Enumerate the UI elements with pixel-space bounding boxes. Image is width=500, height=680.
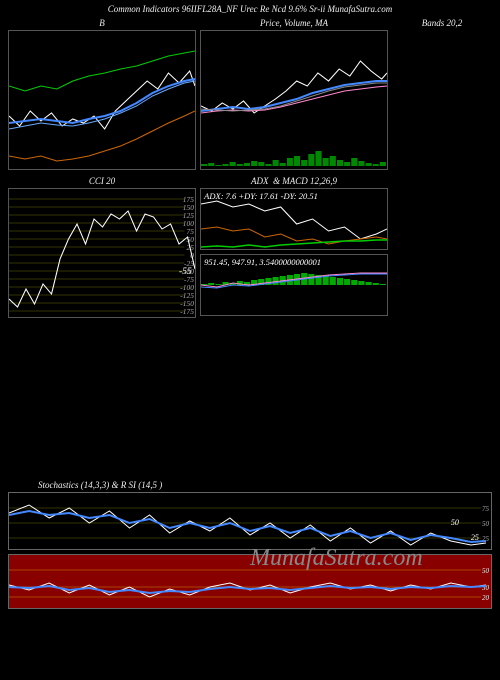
svg-text:50: 50 — [482, 520, 490, 528]
chart-price-title: Price, Volume, MA — [200, 16, 388, 30]
svg-text:-100: -100 — [180, 284, 194, 292]
svg-text:-175: -175 — [180, 308, 194, 316]
svg-text:ADX: 7.6 +DY: 17.61 -DY: 20.5: ADX: 7.6 +DY: 17.61 -DY: 20.51 — [203, 192, 318, 201]
svg-text:951.45, 947.91, 3.540000000000: 951.45, 947.91, 3.5400000000001 — [204, 258, 321, 267]
chart-adx: ADX: 7.6 +DY: 17.61 -DY: 20.51 — [200, 188, 388, 250]
row-1: B Price, Volume, MA Bands 20,2 — [0, 16, 500, 170]
chart-stoch: 7550255025 — [8, 492, 492, 550]
chart-stoch-title: Stochastics (14,3,3) & R SI (14,5 ) — [8, 478, 492, 492]
svg-text:50: 50 — [482, 567, 490, 575]
page-title: Common Indicators 96IIFL28A_NF Urec Re N… — [0, 0, 500, 16]
row-2: CCI 20 1751501251007550250-25-50-75-100-… — [0, 174, 500, 318]
chart-b — [8, 30, 196, 170]
svg-text:25: 25 — [471, 533, 479, 542]
svg-text:50: 50 — [451, 518, 459, 527]
svg-text:150: 150 — [183, 204, 195, 212]
chart-macd: 951.45, 947.91, 3.5400000000001 — [200, 254, 388, 316]
svg-text:-55: -55 — [179, 267, 192, 277]
chart-cci-title: CCI 20 — [8, 174, 196, 188]
row-3: Stochastics (14,3,3) & R SI (14,5 ) 75 50… — [0, 478, 500, 609]
svg-text:100: 100 — [183, 220, 195, 228]
svg-text:75: 75 — [187, 228, 195, 236]
chart-bands-title: Bands 20,2 — [392, 16, 492, 30]
svg-text:20: 20 — [482, 594, 490, 602]
chart-rsi: 503020 — [8, 554, 492, 609]
svg-text:175: 175 — [183, 196, 195, 204]
chart-adx-macd-title: ADX & MACD 12,26,9 — [200, 174, 388, 188]
svg-text:75: 75 — [482, 505, 490, 513]
svg-text:-150: -150 — [180, 300, 194, 308]
chart-price — [200, 30, 388, 170]
svg-text:-125: -125 — [180, 292, 194, 300]
svg-text:125: 125 — [183, 212, 195, 220]
chart-b-title: B — [8, 16, 196, 30]
chart-cci: 1751501251007550250-25-50-75-100-125-150… — [8, 188, 196, 318]
svg-text:-75: -75 — [184, 276, 194, 284]
